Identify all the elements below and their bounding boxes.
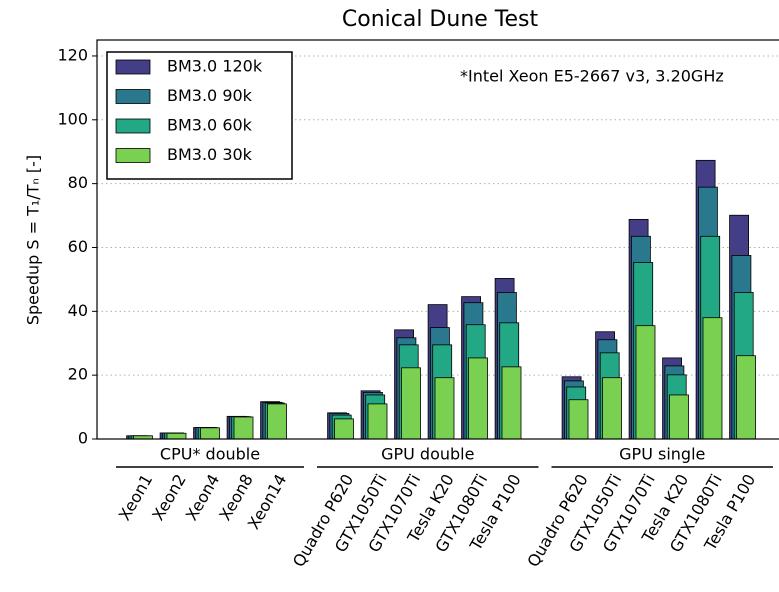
legend-swatch (115, 89, 151, 104)
bar (736, 355, 756, 440)
legend-label: BM3.0 90k (167, 86, 253, 105)
annotation: *Intel Xeon E5-2667 v3, 3.20GHz (460, 67, 724, 86)
group-label: GPU single (619, 445, 705, 464)
bar (233, 416, 254, 440)
group-label: CPU* double (160, 445, 260, 464)
bar (501, 366, 522, 440)
y-tick-label: 40 (68, 301, 88, 320)
legend-label: BM3.0 120k (167, 57, 263, 76)
y-tick-label: 120 (57, 45, 88, 64)
chart-title: Conical Dune Test (342, 7, 539, 32)
legend-swatch (115, 59, 151, 75)
bar (568, 399, 589, 440)
legend-label: BM3.0 60k (167, 116, 253, 135)
group-label: GPU double (381, 445, 474, 464)
bar (635, 325, 656, 440)
y-tick-label: 80 (68, 173, 88, 192)
bar (401, 367, 421, 440)
bar (367, 403, 388, 440)
bar (602, 377, 622, 440)
bar (434, 377, 455, 440)
y-tick-label: 60 (68, 237, 88, 256)
bar (702, 317, 723, 440)
legend-swatch (115, 148, 151, 163)
legend-swatch (115, 118, 151, 134)
bar (669, 394, 689, 440)
bar (468, 357, 488, 440)
y-axis-label: Speedup S = T₁/Tₙ [-] (24, 155, 43, 325)
y-tick-label: 0 (78, 429, 88, 448)
bar (200, 427, 220, 440)
legend-label: BM3.0 30k (167, 145, 253, 164)
bar (166, 432, 187, 440)
bar (267, 403, 287, 440)
y-tick-label: 100 (57, 109, 88, 128)
bar (334, 418, 354, 440)
plot-frame (96, 39, 779, 440)
y-tick-label: 20 (68, 365, 88, 384)
